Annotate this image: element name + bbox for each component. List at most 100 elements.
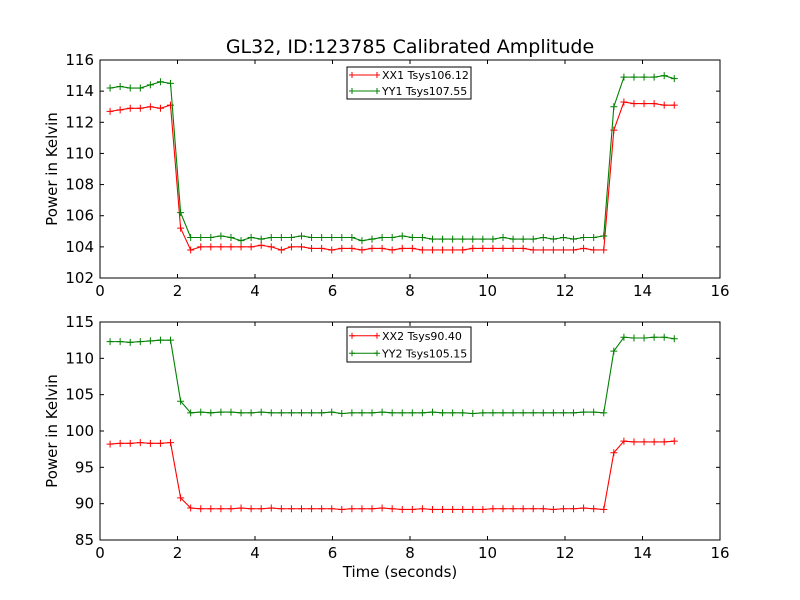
data-point (620, 73, 628, 81)
legend-marker (349, 350, 355, 357)
data-point (570, 235, 578, 243)
data-point (479, 235, 487, 243)
data-point (187, 246, 195, 254)
data-point (237, 409, 245, 417)
data-point (650, 100, 658, 108)
legend-box (346, 326, 472, 363)
data-point (237, 504, 245, 512)
data-point (358, 237, 366, 245)
data-point (489, 409, 497, 417)
data-point (439, 246, 447, 254)
data-point (267, 409, 275, 417)
data-point (590, 408, 598, 416)
data-point (197, 408, 205, 416)
data-point (187, 409, 195, 417)
x-tick-label: 6 (328, 544, 338, 562)
subplot-2: 0 2 4 6 8 10 12 14 16 85 90 95 100 105 110 115 Power in … (43, 313, 730, 581)
data-point (167, 336, 175, 344)
data-point (126, 338, 134, 346)
data-point (539, 234, 547, 242)
data-point (580, 504, 588, 512)
data-point (549, 505, 557, 513)
data-point (660, 72, 668, 80)
data-point (136, 104, 144, 112)
x-tick-label: 8 (405, 282, 415, 300)
data-point (479, 409, 487, 417)
data-point (167, 439, 175, 447)
data-point (247, 234, 255, 242)
data-point (428, 505, 436, 513)
data-point (519, 244, 527, 252)
data-point (519, 235, 527, 243)
data-point (388, 234, 396, 242)
x-tick-label: 10 (478, 544, 497, 562)
data-point (449, 246, 457, 254)
data-point (227, 408, 235, 416)
legend-label: XX1 Tsys106.12 (382, 69, 469, 82)
data-point (197, 234, 205, 242)
legend-marker (374, 72, 380, 78)
data-point (640, 73, 648, 81)
y-tick-label: 100 (65, 422, 94, 440)
data-point (580, 244, 588, 252)
y-tick-label: 85 (75, 531, 94, 549)
data-point (277, 505, 285, 513)
data-point (630, 334, 638, 342)
data-point (156, 104, 164, 112)
y-tick-label: 108 (65, 176, 94, 194)
data-point (247, 409, 255, 417)
data-point (126, 104, 134, 112)
data-point (489, 244, 497, 252)
data-point (590, 246, 598, 254)
data-point (106, 84, 114, 92)
data-point (126, 439, 134, 447)
chart-title: GL32, ID:123785 Calibrated Amplitude (226, 36, 594, 58)
data-point (308, 244, 316, 252)
data-point (237, 237, 245, 245)
data-point (570, 409, 578, 417)
data-point (418, 246, 426, 254)
data-point (257, 505, 265, 513)
data-point (449, 505, 457, 513)
x-tick-label: 14 (633, 544, 652, 562)
data-point (418, 505, 426, 513)
y-tick-label: 102 (65, 269, 94, 287)
data-point (167, 79, 175, 87)
data-point (499, 234, 507, 242)
y-tick-label: 114 (65, 82, 94, 100)
data-point (207, 505, 215, 513)
data-point (187, 234, 195, 242)
data-point (650, 333, 658, 341)
data-point (559, 409, 567, 417)
x-axis-label: Time (seconds) (342, 563, 458, 581)
data-point (287, 234, 295, 242)
data-point (106, 440, 114, 448)
data-point (600, 505, 608, 513)
legend-marker (349, 88, 355, 94)
data-point (197, 505, 205, 513)
data-point (348, 234, 356, 242)
data-point (630, 73, 638, 81)
data-point (630, 438, 638, 446)
data-point (408, 234, 416, 242)
data-point (378, 504, 386, 512)
data-point (267, 243, 275, 251)
data-point (459, 235, 467, 243)
y-tick-label: 116 (65, 51, 94, 69)
data-point (328, 505, 336, 513)
data-point (469, 235, 477, 243)
data-point (640, 100, 648, 108)
legend: XX1 Tsys106.12 YY1 Tsys107.55 (346, 66, 472, 100)
data-point (207, 243, 215, 251)
series-1 (106, 437, 678, 513)
data-point (136, 338, 144, 346)
data-point (549, 246, 557, 254)
data-point (620, 98, 628, 106)
data-point (610, 449, 618, 457)
data-point (267, 234, 275, 242)
data-point (207, 409, 215, 417)
data-point (660, 333, 668, 341)
data-point (428, 246, 436, 254)
data-point (338, 244, 346, 252)
data-point (408, 244, 416, 252)
